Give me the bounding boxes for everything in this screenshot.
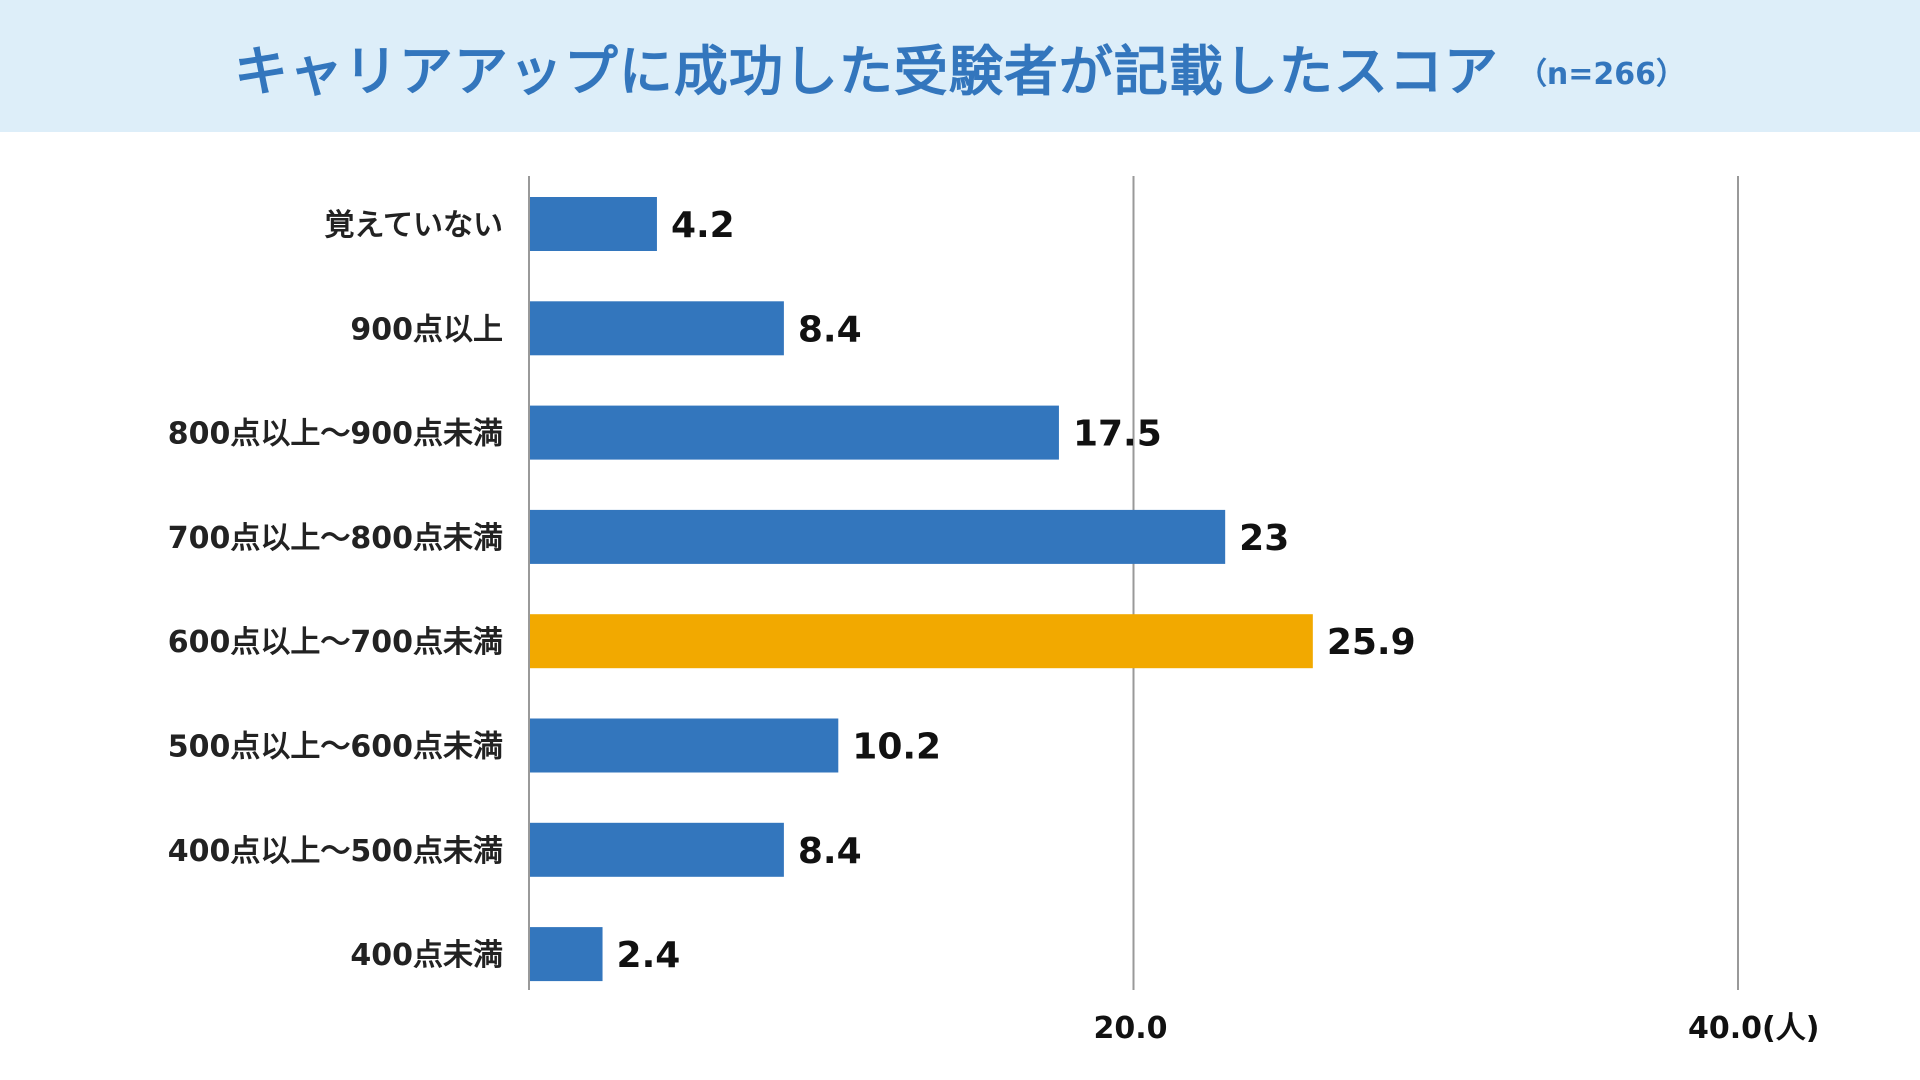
bar xyxy=(530,614,1313,669)
x-tick-label: 40.0(人) xyxy=(1688,1011,1819,1046)
data-label: 4.2 xyxy=(671,205,735,246)
bar xyxy=(530,718,839,773)
category-label: 700点以上〜800点未満 xyxy=(168,521,503,556)
chart-title-row: キャリアアップに成功した受験者が記載したスコア （n=266） xyxy=(0,0,1920,132)
bar xyxy=(530,822,784,877)
data-label: 23 xyxy=(1239,518,1289,559)
data-label: 2.4 xyxy=(617,935,681,976)
category-label: 500点以上〜600点未満 xyxy=(168,730,503,765)
bar xyxy=(530,405,1059,460)
category-label: 600点以上〜700点未満 xyxy=(168,625,503,660)
category-label: 900点以上 xyxy=(350,312,503,347)
data-label: 8.4 xyxy=(798,831,862,872)
data-label: 8.4 xyxy=(798,309,862,350)
category-label: 400点以上〜500点未満 xyxy=(168,834,503,869)
bar xyxy=(530,509,1226,564)
data-label: 10.2 xyxy=(852,727,941,768)
title-band xyxy=(0,0,1920,132)
category-label: 800点以上〜900点未満 xyxy=(168,417,503,452)
data-label: 25.9 xyxy=(1327,622,1416,663)
bar xyxy=(530,301,784,356)
data-label: 17.5 xyxy=(1073,414,1162,455)
x-tick-label: 20.0 xyxy=(1094,1011,1168,1046)
bar xyxy=(530,197,657,251)
category-label: 400点未満 xyxy=(350,938,503,973)
chart-title: キャリアアップに成功した受験者が記載したスコア xyxy=(233,39,1499,103)
category-label: 覚えていない xyxy=(325,208,504,243)
bar xyxy=(530,927,603,982)
chart-subtitle: （n=266） xyxy=(1516,57,1687,92)
